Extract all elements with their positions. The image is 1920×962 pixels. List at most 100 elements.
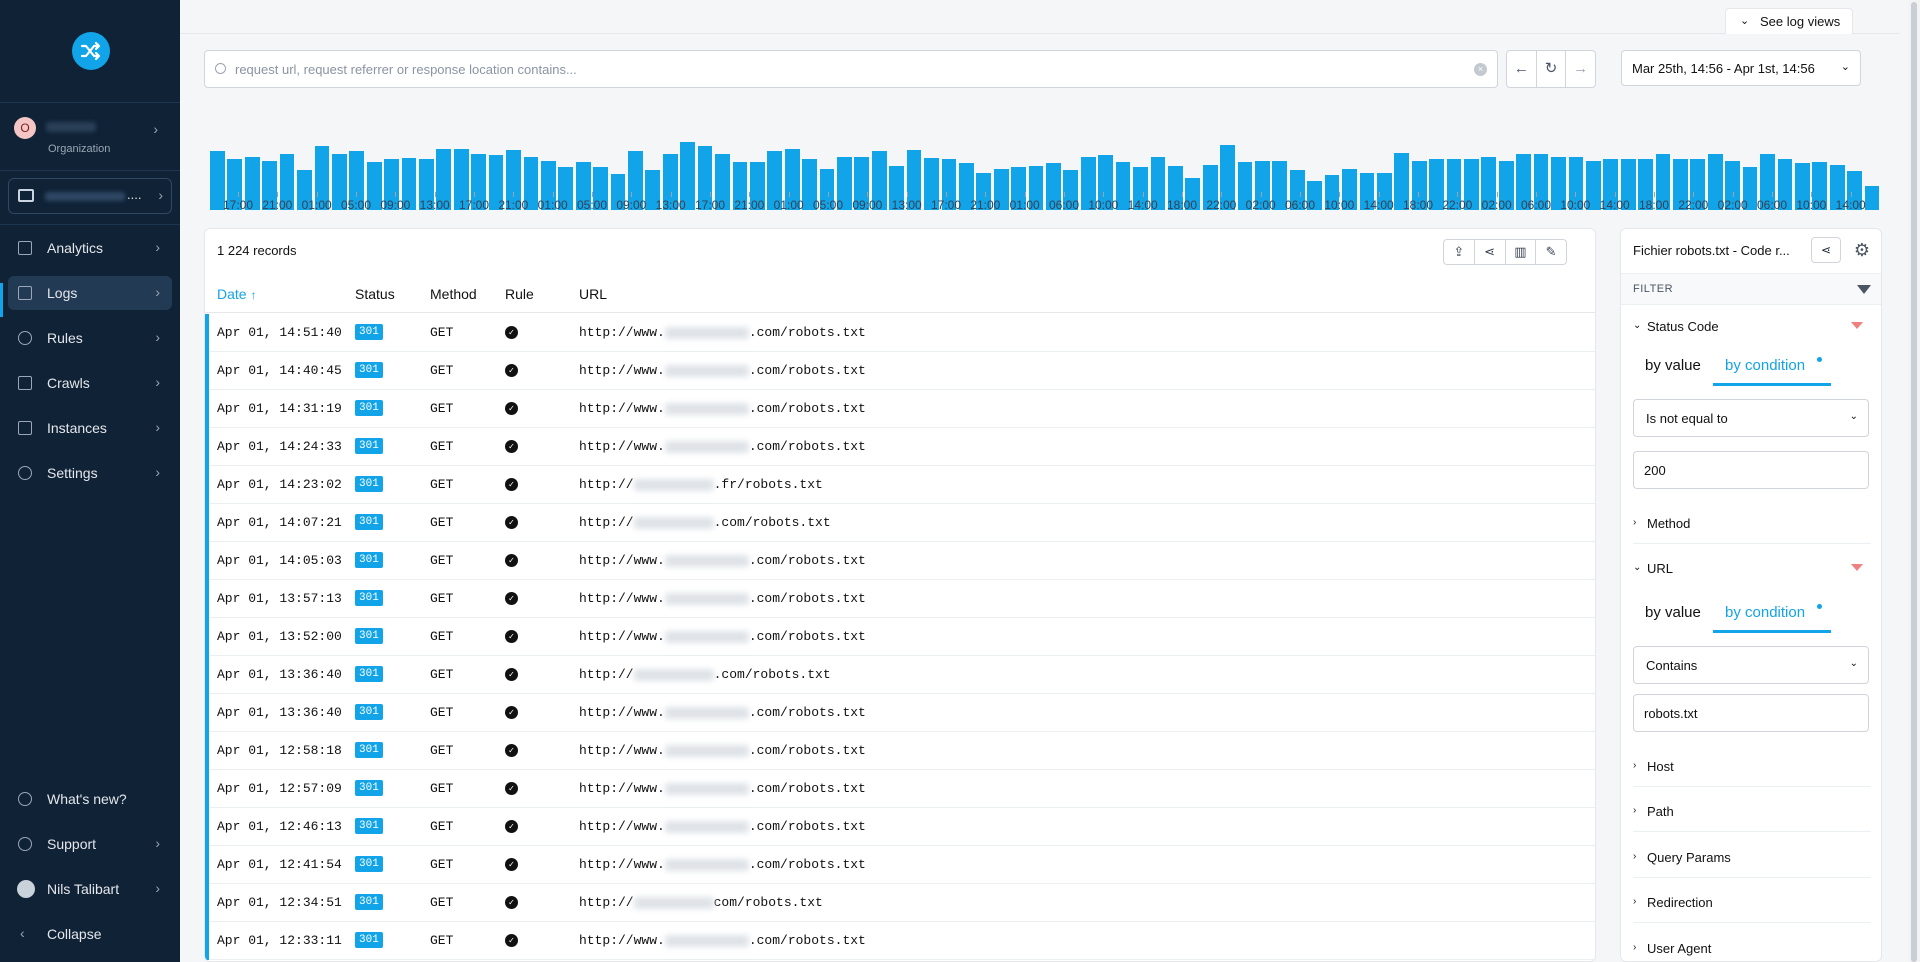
filter-section-redirection[interactable]: › Redirection — [1633, 883, 1871, 923]
export-icon[interactable]: ⇪ — [1444, 240, 1475, 264]
histogram-bar[interactable] — [906, 150, 922, 210]
column-header-url[interactable]: URL — [579, 286, 608, 302]
active-filter-icon[interactable] — [1851, 564, 1863, 571]
histogram-bar[interactable] — [1725, 160, 1741, 210]
histogram-bar[interactable] — [819, 168, 835, 210]
cell-url[interactable]: http://www. .com/robots.txt — [579, 439, 866, 454]
tab-by-condition[interactable]: by condition — [1725, 604, 1806, 621]
histogram-bar[interactable] — [1794, 163, 1810, 210]
histogram-bar[interactable] — [1046, 163, 1061, 210]
requests-histogram[interactable] — [210, 130, 1882, 210]
histogram-bar[interactable] — [314, 146, 330, 210]
table-row[interactable]: Apr 01, 12:33:11 301 GET ✓ http://www. .com/r… — [205, 922, 1595, 960]
table-row[interactable]: Apr 01, 12:34:51 301 GET ✓ http://com/robots… — [205, 884, 1595, 922]
histogram-bar[interactable] — [1342, 168, 1357, 210]
histogram-bar[interactable] — [1150, 156, 1166, 210]
table-row[interactable]: Apr 01, 14:31:19 301 GET ✓ http://www. .com/r… — [205, 390, 1595, 428]
table-row[interactable]: Apr 01, 14:24:33 301 GET ✓ http://www. .com/r… — [205, 428, 1595, 466]
histogram-bar[interactable] — [784, 148, 800, 210]
histogram-bar[interactable] — [349, 151, 365, 210]
cell-url[interactable]: http://www. .com/robots.txt — [579, 743, 866, 758]
histogram-bar[interactable] — [1080, 156, 1096, 210]
table-row[interactable]: Apr 01, 14:23:02 301 GET ✓ http://.fr/robots… — [205, 466, 1595, 504]
histogram-bar[interactable] — [1481, 156, 1497, 210]
histogram-bar[interactable] — [1568, 156, 1584, 210]
histogram-bar[interactable] — [523, 156, 539, 210]
table-row[interactable]: Apr 01, 13:57:13 301 GET ✓ http://www. .com/r… — [205, 580, 1595, 618]
app-logo-icon[interactable] — [72, 32, 110, 70]
table-row[interactable]: Apr 01, 12:46:13 301 GET ✓ http://www. .com/r… — [205, 808, 1595, 846]
histogram-bar[interactable] — [1533, 154, 1549, 210]
magic-wand-icon[interactable]: ✎ — [1545, 244, 1557, 259]
histogram-bar[interactable] — [366, 162, 382, 210]
histogram-bar[interactable] — [1011, 167, 1026, 210]
next-period-button[interactable]: → — [1573, 60, 1589, 77]
histogram-bar[interactable] — [854, 156, 870, 210]
histogram-bar[interactable] — [1272, 160, 1288, 210]
histogram-bar[interactable] — [1237, 162, 1253, 210]
histogram-bar[interactable] — [645, 170, 661, 210]
sidebar-item-analytics[interactable]: Analytics › — [8, 231, 172, 265]
histogram-bar[interactable] — [1115, 162, 1131, 210]
cell-url[interactable]: http://www. .com/robots.txt — [579, 629, 866, 644]
sidebar-collapse-button[interactable]: ‹ Collapse — [8, 917, 172, 951]
histogram-bar[interactable] — [593, 167, 608, 210]
histogram-bar[interactable] — [227, 159, 243, 210]
histogram-bar[interactable] — [436, 148, 452, 210]
cell-url[interactable]: http://www. .com/robots.txt — [579, 705, 866, 720]
histogram-bar[interactable] — [262, 160, 278, 210]
table-row[interactable]: Apr 01, 14:07:21 301 GET ✓ http://.com/robot… — [205, 504, 1595, 542]
histogram-bar[interactable] — [1028, 166, 1044, 210]
histogram-bar[interactable] — [976, 172, 992, 210]
refresh-button[interactable]: ↻ — [1537, 51, 1567, 87]
histogram-bar[interactable] — [924, 158, 939, 210]
column-header-date[interactable]: Date ↑ — [217, 286, 256, 302]
histogram-bar[interactable] — [1359, 172, 1375, 210]
sidebar-item-whats-new[interactable]: What's new? — [8, 782, 172, 816]
histogram-bar[interactable] — [297, 170, 312, 210]
sidebar-item-support[interactable]: Support › — [8, 827, 172, 861]
histogram-bar[interactable] — [1655, 154, 1671, 210]
histogram-bar[interactable] — [1777, 159, 1793, 210]
table-row[interactable]: Apr 01, 13:52:00 301 GET ✓ http://www. .com/r… — [205, 618, 1595, 656]
histogram-bar[interactable] — [1812, 162, 1828, 210]
histogram-bar[interactable] — [871, 151, 887, 210]
histogram-bar[interactable] — [1167, 166, 1183, 210]
histogram-bar[interactable] — [1603, 159, 1619, 210]
share-icon[interactable]: ⋖ — [1475, 240, 1506, 264]
cell-url[interactable]: http://.fr/robots.txt — [579, 477, 823, 492]
cell-url[interactable]: http://www. .com/robots.txt — [579, 363, 866, 378]
histogram-bar[interactable] — [453, 148, 469, 210]
clear-icon[interactable]: × — [1474, 63, 1487, 76]
histogram-bar[interactable] — [1638, 159, 1653, 210]
tab-by-value[interactable]: by value — [1645, 357, 1701, 374]
organization-switcher[interactable]: O Organization › — [14, 117, 174, 157]
cell-url[interactable]: http://www. .com/robots.txt — [579, 857, 866, 872]
histogram-bar[interactable] — [1324, 175, 1340, 210]
cell-url[interactable]: http://.com/robots.txt — [579, 667, 831, 682]
sidebar-item-crawls[interactable]: Crawls › — [8, 366, 172, 400]
histogram-bar[interactable] — [1673, 159, 1688, 210]
histogram-bar[interactable] — [1707, 154, 1723, 210]
column-header-method[interactable]: Method — [430, 286, 477, 302]
scrollbar-thumb[interactable] — [1911, 2, 1917, 962]
histogram-bar[interactable] — [749, 162, 765, 210]
histogram-bar[interactable] — [419, 159, 434, 210]
filter-section-method[interactable]: › Method — [1633, 504, 1871, 544]
histogram-bar[interactable] — [1411, 160, 1427, 210]
histogram-bar[interactable] — [1551, 156, 1566, 210]
cell-url[interactable]: http://.com/robots.txt — [579, 515, 831, 530]
histogram-bar[interactable] — [697, 146, 713, 210]
histogram-bar[interactable] — [1760, 154, 1775, 210]
histogram-bar[interactable] — [210, 151, 225, 210]
histogram-bar[interactable] — [1133, 167, 1148, 210]
histogram-bar[interactable] — [662, 154, 678, 210]
filter-section-path[interactable]: › Path — [1633, 792, 1871, 832]
histogram-bar[interactable] — [1498, 160, 1514, 210]
histogram-bar[interactable] — [767, 151, 783, 210]
sidebar-item-logs[interactable]: Logs › — [8, 276, 172, 310]
histogram-bar[interactable] — [1690, 159, 1706, 210]
histogram-bar[interactable] — [384, 159, 399, 210]
filter-section-status-code[interactable]: ⌄ Status Code — [1633, 307, 1871, 347]
previous-period-button[interactable]: ← — [1507, 51, 1537, 87]
